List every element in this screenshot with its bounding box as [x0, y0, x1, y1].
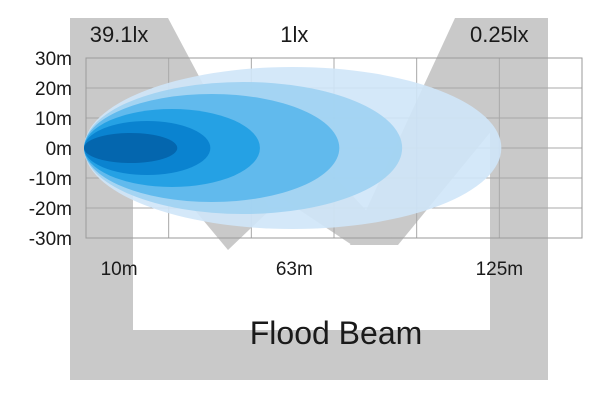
lux-label-1: 1lx: [280, 22, 308, 47]
lux-labels: 39.1lx 1lx 0.25lx: [90, 22, 529, 47]
beam-contours: [83, 67, 502, 229]
y-tick-label-3: 0m: [46, 139, 72, 160]
x-axis: 10m 63m 125m: [101, 259, 524, 280]
lux-label-0: 39.1lx: [90, 22, 149, 47]
y-tick-label-5: -20m: [29, 199, 72, 220]
lux-label-2: 0.25lx: [470, 22, 529, 47]
x-tick-label-0: 10m: [101, 259, 138, 280]
y-axis: 30m 20m 10m 0m -10m -20m -30m: [29, 49, 72, 250]
beam-contour-5: [84, 133, 178, 163]
y-tick-label-2: 10m: [35, 109, 72, 130]
y-tick-label-6: -30m: [29, 229, 72, 250]
chart-title: Flood Beam: [250, 315, 423, 351]
y-tick-label-4: -10m: [29, 169, 72, 190]
y-tick-label-1: 20m: [35, 79, 72, 100]
x-tick-label-1: 63m: [276, 259, 313, 280]
x-tick-label-2: 125m: [476, 259, 524, 280]
y-tick-label-0: 30m: [35, 49, 72, 70]
